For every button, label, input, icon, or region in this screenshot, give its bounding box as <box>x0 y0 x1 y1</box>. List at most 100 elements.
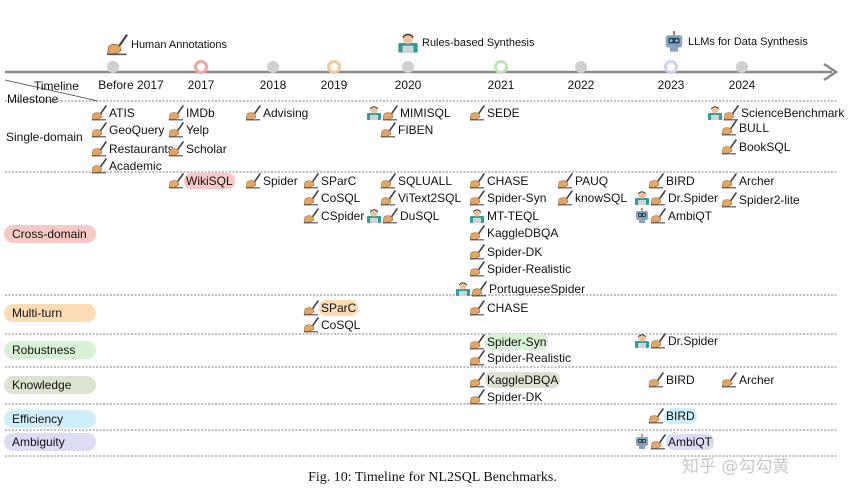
benchmark-item: Archer <box>721 372 776 388</box>
timeline-arrowhead <box>823 62 839 82</box>
benchmark-item: WikiSQL <box>168 173 235 189</box>
benchmark-item: ScienceBenchmark <box>707 105 846 121</box>
benchmark-item: AmbiQT <box>634 434 715 450</box>
writing-hand-icon <box>382 208 398 224</box>
writing-hand-icon <box>168 173 184 189</box>
writing-hand-icon <box>303 173 319 189</box>
benchmark-name: Dr.Spider <box>668 191 719 205</box>
benchmark-item: PAUQ <box>557 173 610 189</box>
benchmark-name: Spider-DK <box>487 245 543 259</box>
technologist-icon <box>634 333 650 349</box>
benchmark-item: BULL <box>721 120 771 136</box>
benchmark-item: SQLUALL <box>380 173 454 189</box>
writing-hand-icon <box>557 190 573 206</box>
benchmark-name: KaggleDBQA <box>485 372 561 388</box>
legend-label: Human Annotations <box>131 39 228 51</box>
benchmark-item: GeoQuery <box>91 122 166 138</box>
benchmark-name: Yelp <box>186 123 209 137</box>
legend-label: Rules-based Synthesis <box>422 37 535 49</box>
benchmark-item: Spider-Syn <box>469 190 548 206</box>
benchmark-name: ATIS <box>109 106 135 120</box>
writing-hand-icon <box>91 105 107 121</box>
writing-hand-icon <box>469 372 485 388</box>
robot-icon <box>634 208 650 224</box>
writing-hand-icon <box>380 173 396 189</box>
watermark: 知乎 @勾勾黄 <box>682 457 790 477</box>
benchmark-name: GeoQuery <box>109 123 165 137</box>
legend-item: LLMs for Data Synthesis <box>663 31 808 53</box>
benchmark-item: Yelp <box>168 122 211 138</box>
benchmark-item: knowSQL <box>557 190 629 206</box>
writing-hand-icon <box>91 141 107 157</box>
benchmark-name: SParC <box>321 174 357 188</box>
benchmark-item: KaggleDBQA <box>469 372 561 388</box>
writing-hand-icon <box>648 372 664 388</box>
benchmark-item: SParC <box>303 300 359 316</box>
category-label: Ambiguity <box>4 433 96 451</box>
benchmark-name: Scholar <box>186 142 227 156</box>
category-label: Multi-turn <box>4 304 96 322</box>
technologist-icon <box>366 208 382 224</box>
benchmark-item: CHASE <box>469 300 530 316</box>
benchmark-item: Spider-DK <box>469 389 544 405</box>
year-marker <box>664 60 678 74</box>
year-label: 2022 <box>567 78 595 92</box>
benchmark-name: CSpider <box>321 209 365 223</box>
year-marker <box>267 61 279 73</box>
writing-hand-icon <box>91 122 107 138</box>
benchmark-name: Spider-Realistic <box>487 351 572 365</box>
benchmark-item: SParC <box>303 173 358 189</box>
year-label: Before 2017 <box>98 78 164 92</box>
year-label: 2021 <box>487 78 515 92</box>
benchmark-name: FIBEN <box>398 123 434 137</box>
benchmark-name: Spider-Realistic <box>487 262 572 276</box>
benchmark-name: Archer <box>739 373 775 387</box>
benchmark-item: Spider-Syn <box>469 334 549 350</box>
benchmark-name: SQLUALL <box>398 174 453 188</box>
benchmark-name: SEDE <box>487 106 520 120</box>
benchmark-name: Spider2-lite <box>739 193 800 207</box>
writing-hand-icon <box>168 122 184 138</box>
benchmark-name: Advising <box>263 106 309 120</box>
year-label: 2017 <box>187 78 215 92</box>
benchmark-name: Archer <box>739 174 775 188</box>
benchmark-item: Spider <box>245 173 300 189</box>
benchmark-item: Dr.Spider <box>634 333 720 349</box>
year-label: 2023 <box>657 78 685 92</box>
writing-hand-icon <box>721 120 737 136</box>
writing-hand-icon <box>303 300 319 316</box>
year-marker <box>327 60 341 74</box>
writing-hand-icon <box>303 190 319 206</box>
benchmark-name: Dr.Spider <box>668 334 719 348</box>
technologist-icon <box>366 105 382 121</box>
benchmark-name: SParC <box>319 300 359 316</box>
writing-hand-icon <box>245 173 261 189</box>
benchmark-item: DuSQL <box>366 208 441 224</box>
writing-hand-icon <box>91 158 107 174</box>
benchmark-name: BIRD <box>666 373 695 387</box>
benchmark-name: Restaurants <box>109 142 174 156</box>
benchmark-name: MT-TEQL <box>487 209 540 223</box>
category-label: Efficiency <box>4 410 96 428</box>
benchmark-item: Dr.Spider <box>634 190 720 206</box>
benchmark-item: BIRD <box>648 173 697 189</box>
benchmark-item: Scholar <box>168 141 229 157</box>
benchmark-item: MIMISQL <box>366 105 453 121</box>
benchmark-name: KaggleDBQA <box>487 226 559 240</box>
header-diagonal <box>4 79 99 102</box>
writing-hand-icon <box>469 261 485 277</box>
year-label: 2020 <box>394 78 422 92</box>
benchmark-name: DuSQL <box>400 209 440 223</box>
benchmark-name: AmbiQT <box>666 434 715 450</box>
benchmark-name: BIRD <box>666 174 695 188</box>
benchmark-item: SEDE <box>469 105 522 121</box>
benchmark-name: CHASE <box>487 174 529 188</box>
technologist-icon <box>469 208 485 224</box>
legend-item: Human Annotations <box>106 34 227 56</box>
row-separators <box>5 100 838 457</box>
benchmark-name: BULL <box>739 121 770 135</box>
writing-hand-icon <box>650 190 666 206</box>
benchmark-item: ViText2SQL <box>380 190 463 206</box>
year-marker <box>575 61 587 73</box>
